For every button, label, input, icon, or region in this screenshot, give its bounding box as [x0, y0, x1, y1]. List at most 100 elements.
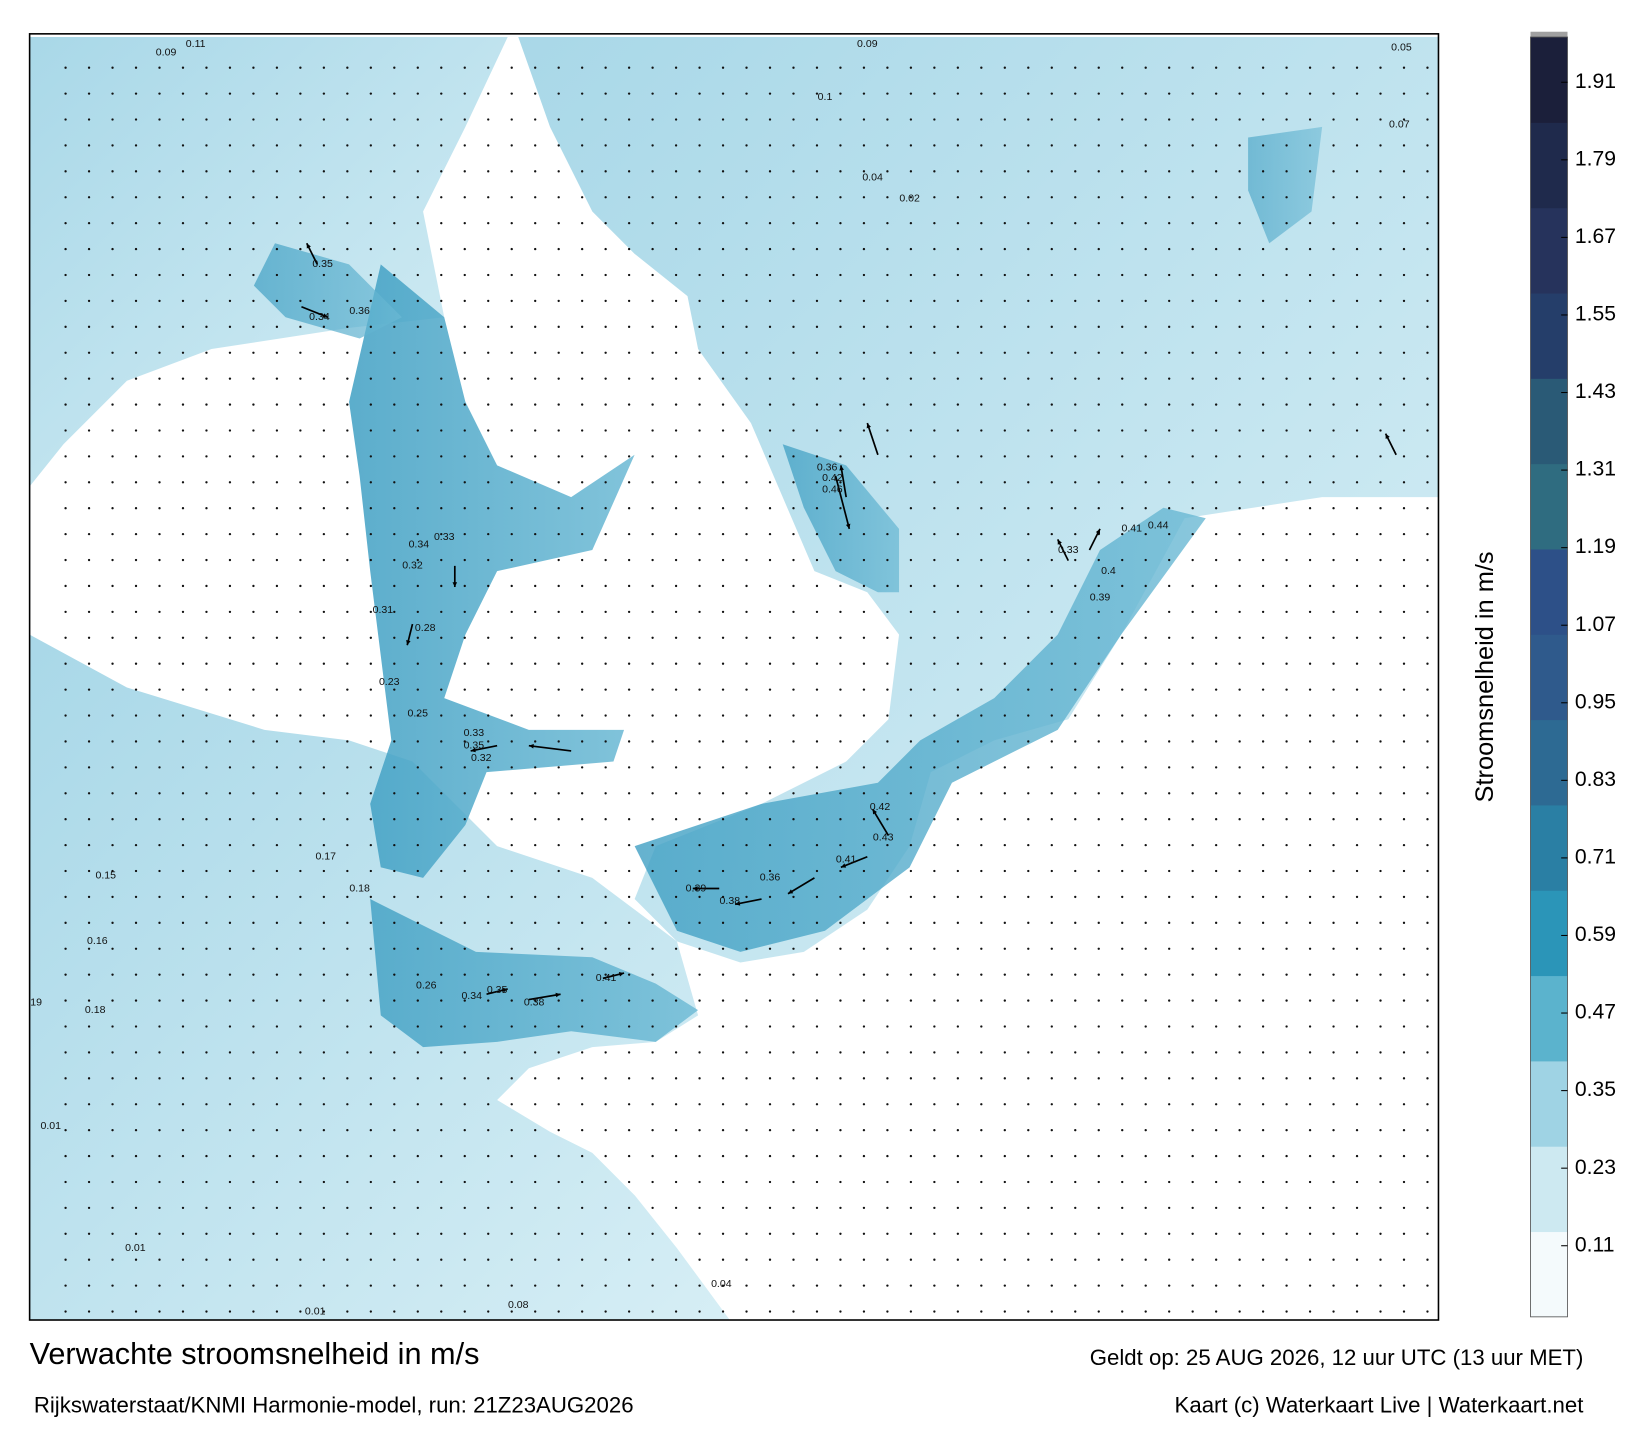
- grid-dot: [1050, 66, 1053, 69]
- grid-dot: [1426, 429, 1429, 432]
- grid-dot: [604, 1232, 607, 1235]
- grid-dot: [768, 1310, 772, 1313]
- grid-dot: [416, 1128, 419, 1132]
- grid-dot: [1050, 455, 1053, 458]
- speed-label: 0.43: [873, 831, 894, 843]
- grid-dot: [1097, 1128, 1100, 1132]
- grid-dot: [698, 1232, 701, 1235]
- grid-dot: [768, 584, 772, 588]
- grid-dot: [1074, 610, 1077, 614]
- grid-dot: [1144, 999, 1147, 1002]
- grid-dot: [1332, 714, 1335, 717]
- grid-dot: [1168, 766, 1171, 769]
- grid-dot: [87, 999, 91, 1002]
- grid-dot: [1121, 1284, 1124, 1287]
- grid-dot: [134, 1206, 138, 1210]
- grid-dot: [205, 247, 208, 251]
- grid-dot: [557, 66, 560, 69]
- grid-dot: [440, 273, 443, 277]
- grid-dot: [1308, 532, 1312, 536]
- grid-dot: [1308, 662, 1312, 665]
- speed-label: 0.41: [596, 972, 617, 984]
- grid-dot: [839, 740, 842, 743]
- grid-dot: [1379, 688, 1382, 691]
- grid-dot: [1050, 1180, 1053, 1184]
- grid-dot: [1191, 273, 1194, 277]
- grid-dot: [369, 1051, 372, 1054]
- grid-dot: [440, 584, 443, 588]
- grid-dot: [721, 429, 725, 432]
- grid-dot: [1285, 1232, 1288, 1235]
- grid-dot: [299, 558, 302, 562]
- grid-dot: [651, 532, 654, 536]
- grid-dot: [1168, 1077, 1171, 1080]
- grid-dot: [1168, 688, 1171, 691]
- grid-dot: [487, 947, 490, 950]
- colorbar-band: [1530, 207, 1568, 294]
- grid-dot: [862, 1284, 866, 1287]
- grid-dot: [1214, 869, 1218, 873]
- grid-dot: [440, 1103, 443, 1106]
- grid-dot: [252, 792, 255, 795]
- grid-dot: [87, 688, 91, 691]
- grid-dot: [440, 144, 443, 147]
- grid-dot: [909, 740, 913, 743]
- grid-dot: [1332, 1206, 1335, 1210]
- grid-dot: [627, 999, 631, 1002]
- grid-dot: [369, 636, 372, 639]
- grid-dot: [87, 1128, 91, 1132]
- grid-dot: [1027, 247, 1030, 251]
- grid-dot: [1261, 947, 1265, 950]
- grid-dot: [862, 1051, 866, 1054]
- grid-dot: [322, 325, 326, 328]
- grid-dot: [580, 792, 584, 795]
- grid-dot: [134, 1154, 138, 1158]
- grid-dot: [322, 1310, 326, 1313]
- grid-dot: [275, 377, 279, 380]
- grid-dot: [1214, 66, 1218, 69]
- grid-dot: [604, 1180, 607, 1184]
- grid-dot: [1097, 1310, 1100, 1313]
- grid-dot: [1261, 1206, 1265, 1210]
- grid-dot: [1050, 196, 1053, 199]
- grid-dot: [322, 1206, 326, 1210]
- grid-dot: [745, 1180, 748, 1184]
- grid-dot: [1144, 869, 1147, 873]
- grid-dot: [1308, 481, 1312, 484]
- grid-dot: [322, 921, 326, 925]
- grid-dot: [1426, 999, 1429, 1002]
- grid-dot: [792, 1051, 795, 1054]
- grid-dot: [956, 455, 960, 458]
- grid-dot: [980, 1310, 983, 1313]
- grid-dot: [1261, 1232, 1265, 1235]
- grid-dot: [487, 273, 490, 277]
- grid-dot: [580, 170, 584, 173]
- grid-dot: [1121, 792, 1124, 795]
- grid-dot: [510, 1206, 513, 1210]
- grid-dot: [1308, 558, 1312, 562]
- grid-dot: [134, 1025, 138, 1028]
- grid-dot: [580, 196, 584, 199]
- grid-dot: [792, 869, 795, 873]
- grid-dot: [651, 843, 654, 847]
- grid-dot: [745, 766, 748, 769]
- grid-dot: [698, 66, 701, 69]
- grid-dot: [463, 688, 466, 691]
- grid-dot: [510, 662, 513, 665]
- grid-dot: [1097, 792, 1100, 795]
- grid-dot: [1285, 714, 1288, 717]
- grid-dot: [1121, 1103, 1124, 1106]
- grid-dot: [346, 299, 349, 303]
- grid-dot: [745, 740, 748, 743]
- grid-dot: [1097, 895, 1100, 899]
- grid-dot: [839, 1284, 842, 1287]
- grid-dot: [721, 1128, 725, 1132]
- grid-dot: [64, 1154, 67, 1158]
- grid-dot: [275, 1128, 279, 1132]
- grid-dot: [909, 1284, 913, 1287]
- grid-dot: [721, 1284, 725, 1287]
- grid-dot: [839, 144, 842, 147]
- grid-dot: [134, 325, 138, 328]
- grid-dot: [1379, 1206, 1382, 1210]
- grid-dot: [1402, 66, 1406, 69]
